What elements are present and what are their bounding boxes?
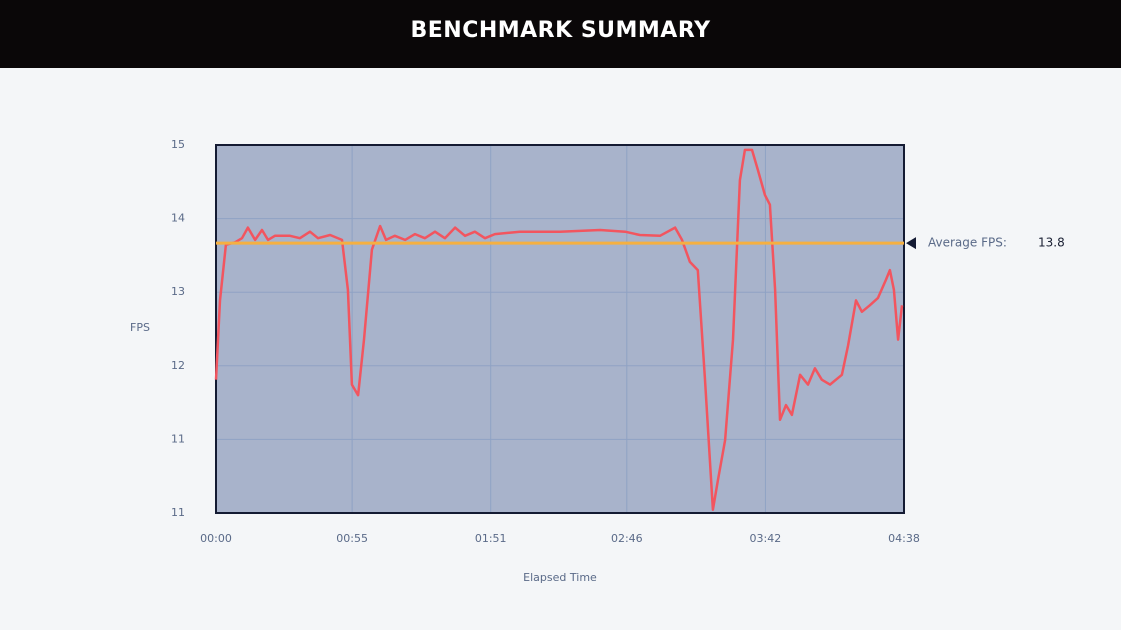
x-axis-label: Elapsed Time	[523, 571, 597, 584]
y-tick-label: 11	[171, 432, 185, 445]
average-value: 13.8	[1038, 236, 1065, 250]
average-marker	[906, 237, 916, 250]
fps-line	[214, 148, 904, 511]
header-bar: BENCHMARK SUMMARY	[0, 0, 1121, 68]
x-tick-label: 00:55	[336, 532, 368, 545]
y-tick-label: 11	[171, 506, 185, 519]
chart: FPS Elapsed Time 15 14 13 12 11 11 00:00 00:55 0…	[130, 138, 1065, 584]
x-tick-label: 03:42	[750, 532, 782, 545]
y-tick-label: 12	[171, 359, 185, 372]
y-tick-label: 14	[171, 212, 185, 225]
average-label: Average FPS:	[928, 236, 1007, 250]
x-tick-label: 02:46	[611, 532, 643, 545]
y-tick-label: 13	[171, 285, 185, 298]
plot-area	[216, 145, 904, 513]
y-tick-label: 15	[171, 138, 185, 151]
plot-border	[215, 144, 905, 514]
page-title: BENCHMARK SUMMARY	[410, 18, 711, 43]
x-tick-label: 04:38	[888, 532, 920, 545]
x-tick-label: 01:51	[475, 532, 507, 545]
y-axis-label: FPS	[130, 321, 150, 334]
x-tick-label: 00:00	[200, 532, 232, 545]
